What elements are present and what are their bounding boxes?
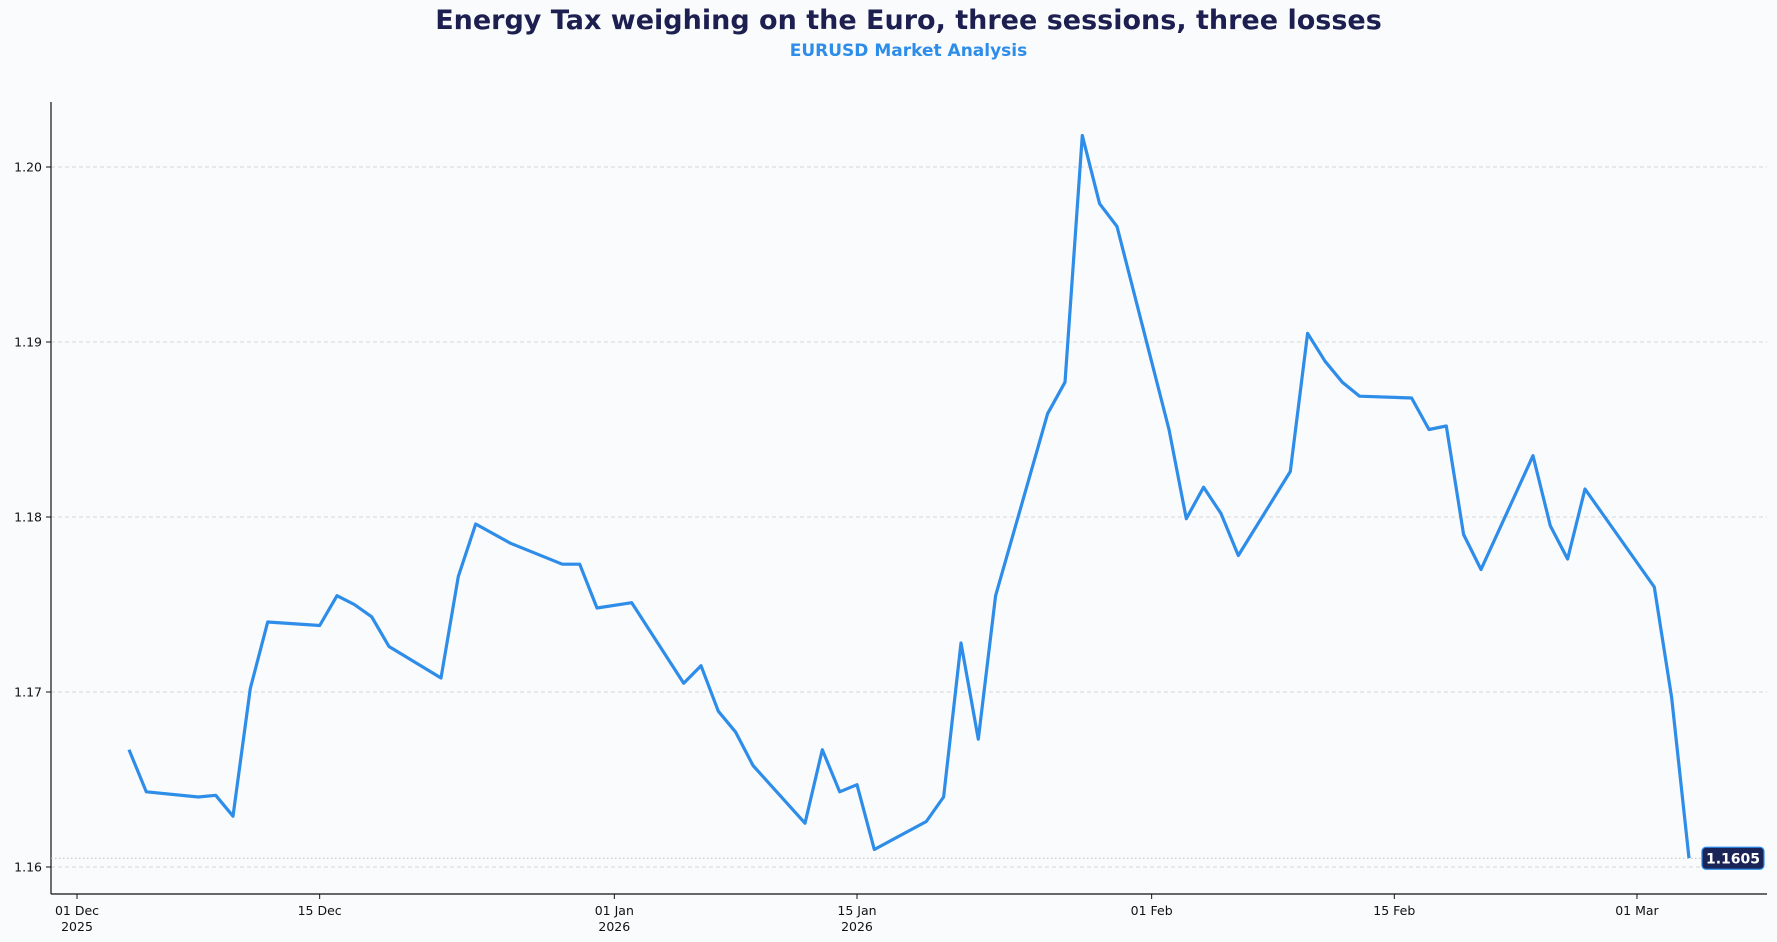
data-points [128, 135, 1690, 859]
chart-subtitle: EURUSD Market Analysis [789, 41, 1028, 61]
x-tick-label: 01 Dec [55, 903, 99, 918]
y-tick-label: 1.17 [14, 685, 42, 700]
gridlines [51, 166, 1767, 868]
x-tick-label: 15 Dec [298, 903, 342, 918]
last-value-badge: 1.1605 [1701, 846, 1765, 870]
x-tick-label: 01 Jan [595, 903, 634, 918]
x-tick-label: 15 Feb [1373, 903, 1415, 918]
y-tick-label: 1.19 [14, 335, 42, 350]
chart-title: Energy Tax weighing on the Euro, three s… [435, 5, 1382, 36]
x-tick-year-label: 2025 [61, 919, 93, 934]
y-axis-ticks: 1.16 1.17 1.18 1.19 1.20 [14, 160, 51, 875]
x-tick-year-label: 2026 [598, 919, 630, 934]
x-tick-year-label: 2026 [841, 919, 873, 934]
x-tick-label: 15 Jan [837, 903, 876, 918]
x-tick-label: 01 Mar [1615, 903, 1659, 918]
x-tick-label: 01 Feb [1131, 903, 1173, 918]
y-tick-label: 1.16 [14, 860, 42, 875]
price-line [127, 133, 1691, 859]
last-value-label: 1.1605 [1706, 851, 1760, 867]
y-tick-label: 1.18 [14, 510, 42, 525]
y-tick-label: 1.20 [14, 160, 42, 175]
